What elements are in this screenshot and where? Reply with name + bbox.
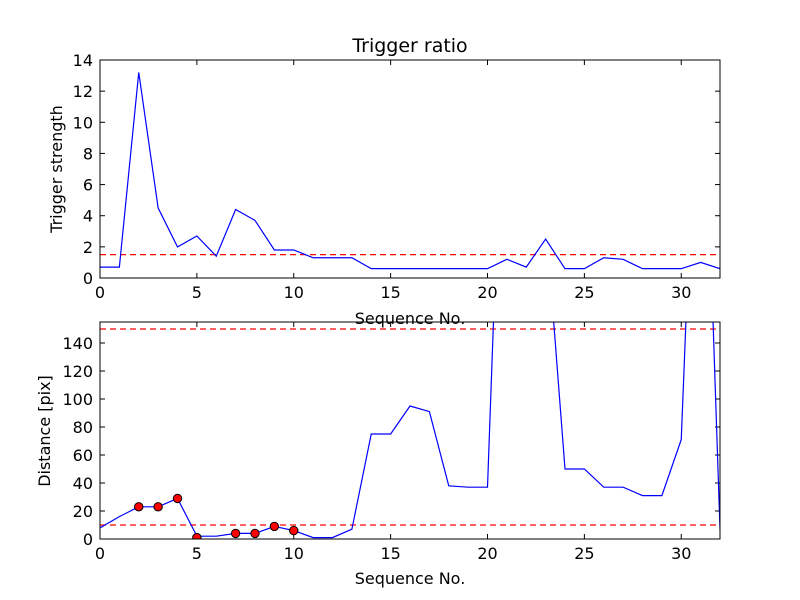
x-tick-label: 25 — [574, 544, 594, 563]
y-tick-label: 14 — [73, 51, 93, 70]
x-tick-label: 0 — [95, 283, 105, 302]
series-line — [100, 72, 720, 270]
x-tick-label: 15 — [380, 283, 400, 302]
x-axis-label: Sequence No. — [355, 309, 466, 328]
x-axis-label: Sequence No. — [355, 569, 466, 588]
y-tick-label: 0 — [83, 530, 93, 549]
y-tick-label: 2 — [83, 238, 93, 257]
data-point-marker — [230, 528, 241, 539]
y-tick-label: 140 — [62, 334, 93, 353]
x-tick-label: 25 — [574, 283, 594, 302]
data-point-marker — [289, 525, 299, 536]
y-tick-label: 0 — [83, 269, 93, 288]
x-axis-ticks: 0 5 10 15 20 25 30 — [95, 60, 691, 302]
data-point-marker — [192, 532, 202, 539]
y-tick-label: 80 — [73, 418, 93, 437]
x-tick-label: 20 — [477, 544, 497, 563]
series-line — [100, 322, 720, 539]
data-point-marker — [250, 528, 260, 539]
red-markers — [134, 493, 299, 539]
y-tick-label: 40 — [73, 474, 93, 493]
chart-title: Trigger ratio — [351, 35, 467, 57]
x-tick-label: 30 — [671, 544, 691, 563]
plot-frame — [99, 59, 721, 279]
y-tick-label: 20 — [73, 502, 93, 521]
distance-plot: 0 20 40 60 80 100 120 140 0 5 10 15 20 25 30 Sequence… — [35, 321, 721, 588]
y-tick-label: 6 — [83, 176, 93, 195]
x-tick-label: 20 — [477, 283, 497, 302]
plot-frame — [99, 321, 721, 540]
threshold-lines — [100, 328, 720, 526]
x-tick-label: 0 — [95, 544, 105, 563]
x-tick-label: 15 — [380, 544, 400, 563]
data-point-marker — [269, 521, 280, 532]
data-point-marker — [172, 493, 183, 504]
y-axis-ticks: 0 20 40 60 80 100 120 140 — [62, 334, 720, 549]
x-tick-label: 30 — [671, 283, 691, 302]
x-tick-label: 5 — [192, 283, 202, 302]
y-tick-label: 8 — [83, 144, 93, 163]
y-axis-label: Distance [pix] — [35, 375, 54, 487]
y-tick-label: 12 — [73, 82, 93, 101]
y-tick-label: 120 — [62, 362, 93, 381]
y-tick-label: 60 — [73, 446, 93, 465]
y-tick-label: 4 — [83, 207, 93, 226]
x-tick-label: 10 — [284, 283, 304, 302]
x-tick-label: 10 — [284, 544, 304, 563]
y-tick-label: 100 — [62, 390, 93, 409]
x-axis-ticks: 0 5 10 15 20 25 30 — [95, 322, 691, 563]
trigger-ratio-plot: Trigger ratio 0 2 4 6 8 10 12 14 0 5 10 15 20 25 30 S… — [47, 35, 721, 328]
data-point-marker — [134, 502, 144, 512]
x-tick-label: 5 — [192, 544, 202, 563]
y-axis-ticks: 0 2 4 6 8 10 12 14 — [73, 51, 720, 288]
data-point-marker — [153, 502, 163, 512]
y-axis-label: Trigger strength — [47, 105, 66, 234]
y-tick-label: 10 — [73, 113, 93, 132]
